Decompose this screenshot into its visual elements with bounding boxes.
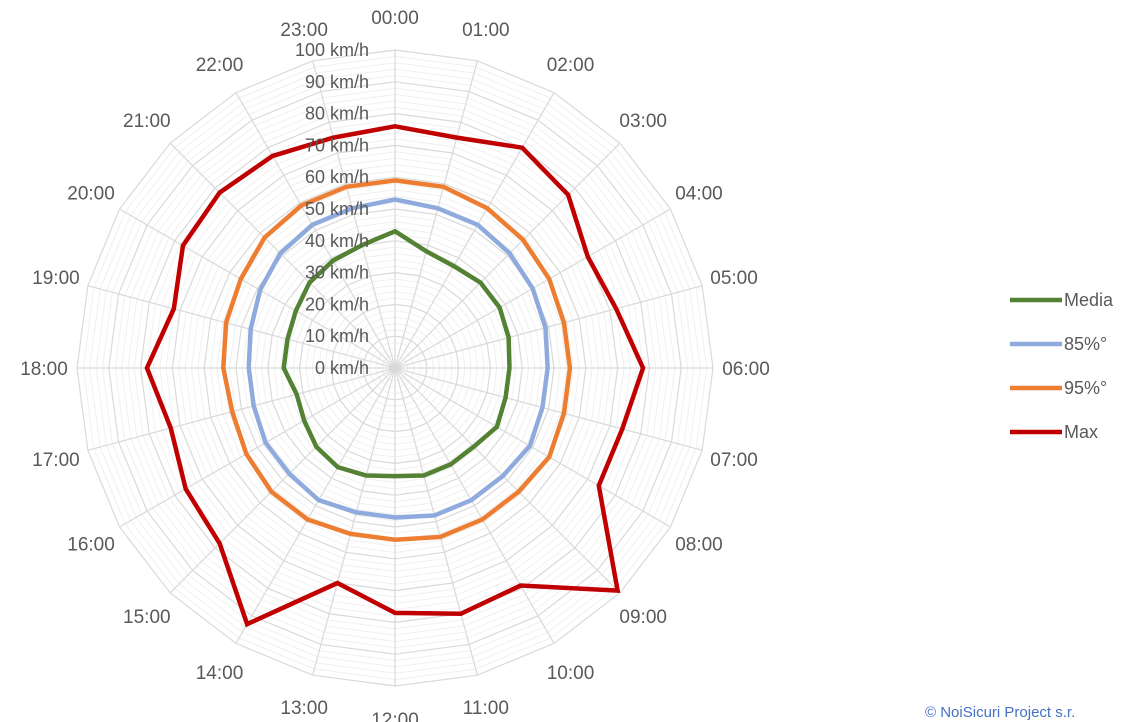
hour-label: 00:00 bbox=[371, 8, 419, 29]
legend-label: Max bbox=[1064, 422, 1098, 442]
hour-label: 20:00 bbox=[67, 184, 115, 205]
hour-label: 02:00 bbox=[547, 55, 595, 76]
hour-label: 17:00 bbox=[32, 450, 80, 471]
hour-label: 13:00 bbox=[280, 698, 328, 719]
hour-label: 07:00 bbox=[710, 450, 758, 471]
axis-spoke bbox=[313, 368, 395, 675]
hour-label: 01:00 bbox=[462, 20, 510, 41]
axis-spoke bbox=[395, 93, 554, 368]
radial-tick-label: 60 km/h bbox=[305, 167, 369, 187]
radial-tick-label: 30 km/h bbox=[305, 263, 369, 283]
axis-spoke bbox=[395, 368, 670, 527]
hour-label: 06:00 bbox=[722, 359, 770, 380]
axis-spoke bbox=[395, 368, 554, 643]
axis-spoke bbox=[395, 368, 477, 675]
radial-tick-labels: 0 km/h 10 km/h 20 km/h 30 km/h 40 km/h 50 km/… bbox=[295, 40, 369, 378]
hour-label: 03:00 bbox=[619, 111, 667, 132]
hour-label: 23:00 bbox=[280, 20, 328, 41]
hour-label: 19:00 bbox=[32, 268, 80, 289]
radial-tick-label: 80 km/h bbox=[305, 104, 369, 124]
hour-label: 11:00 bbox=[463, 698, 509, 719]
legend-label: Media bbox=[1064, 290, 1114, 310]
radial-tick-label: 100 km/h bbox=[295, 40, 369, 60]
hour-label: 22:00 bbox=[196, 55, 244, 76]
axis-spoke bbox=[395, 368, 702, 450]
hour-label: 10:00 bbox=[547, 663, 595, 684]
hour-label: 21:00 bbox=[123, 111, 171, 132]
axis-spoke bbox=[395, 368, 620, 593]
hour-label: 14:00 bbox=[196, 663, 244, 684]
hour-label: 08:00 bbox=[675, 535, 723, 556]
legend-label: 95%° bbox=[1064, 378, 1107, 398]
radial-tick-label: 10 km/h bbox=[305, 326, 369, 346]
radial-tick-label: 40 km/h bbox=[305, 231, 369, 251]
radial-tick-label: 50 km/h bbox=[305, 199, 369, 219]
radial-tick-label: 70 km/h bbox=[305, 135, 369, 155]
hour-label: 12:00 bbox=[371, 710, 419, 722]
radial-tick-label: 90 km/h bbox=[305, 72, 369, 92]
copyright-text: © NoiSicuri Project s.r. bbox=[925, 704, 1075, 721]
radial-tick-label: 0 km/h bbox=[315, 358, 369, 378]
axis-spoke bbox=[170, 368, 395, 593]
hour-label: 15:00 bbox=[123, 607, 171, 628]
radial-tick-label: 20 km/h bbox=[305, 294, 369, 314]
axis-spoke bbox=[395, 61, 477, 368]
legend: Media 85%° 95%° Max bbox=[1010, 290, 1114, 442]
hour-label: 16:00 bbox=[67, 535, 115, 556]
hour-label: 04:00 bbox=[675, 184, 723, 205]
hour-label: 18:00 bbox=[20, 359, 68, 380]
hour-label: 09:00 bbox=[619, 607, 667, 628]
axis-spoke bbox=[120, 368, 395, 527]
legend-label: 85%° bbox=[1064, 334, 1107, 354]
hour-label: 05:00 bbox=[710, 268, 758, 289]
